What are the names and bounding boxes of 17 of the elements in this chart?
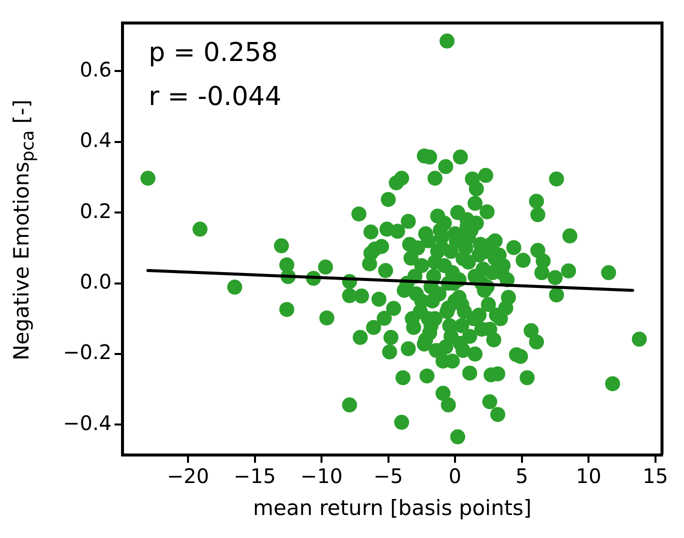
y-tick-label: −0.2 — [62, 340, 112, 364]
annotation: p = 0.258 — [148, 38, 278, 68]
x-tick-label: −10 — [300, 464, 343, 488]
annotation: r = -0.044 — [148, 82, 282, 112]
x-tick-label: −5 — [374, 464, 404, 488]
x-tick-label: 10 — [576, 464, 602, 488]
x-axis-title: mean return [basis points] — [252, 496, 532, 520]
x-tick-label: 15 — [642, 464, 668, 488]
y-tick-label: 0.2 — [80, 198, 112, 223]
y-tick-label: −0.4 — [62, 410, 112, 435]
x-tick-label: −15 — [234, 464, 276, 488]
x-tick-label: 5 — [515, 464, 528, 488]
x-tick-label: −20 — [166, 464, 210, 488]
y-tick-label: 0.4 — [80, 128, 112, 152]
y-tick-label: 0.6 — [80, 57, 112, 82]
y-tick-label: 0.0 — [80, 269, 112, 294]
x-tick-label: 0 — [448, 464, 462, 488]
